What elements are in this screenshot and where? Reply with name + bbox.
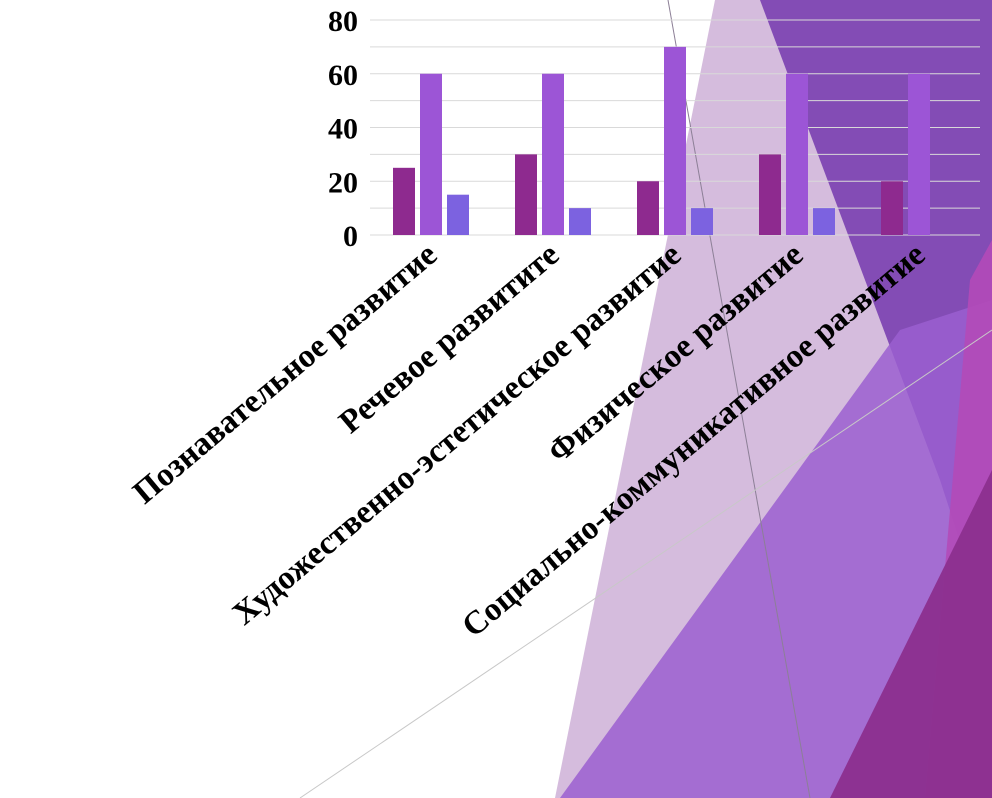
bar <box>515 154 537 235</box>
bar <box>420 73 442 235</box>
y-tick-label: 40 <box>328 113 358 146</box>
x-category-label: Художественно-эстетическое развитие <box>226 237 688 633</box>
bar <box>569 208 591 235</box>
bar <box>881 181 903 235</box>
background-line <box>667 0 811 798</box>
y-axis-tick-labels: 0 20 40 60 80 <box>328 5 358 253</box>
y-tick-label: 0 <box>343 220 358 253</box>
bars <box>393 46 930 235</box>
bar <box>908 73 930 235</box>
bar <box>691 208 713 235</box>
background-shape <box>830 470 992 798</box>
x-category-label: Речевое развитите <box>332 237 566 441</box>
bar <box>664 46 686 235</box>
bar <box>447 194 469 235</box>
background-shape <box>760 0 992 640</box>
y-tick-label: 80 <box>328 5 358 38</box>
bar <box>542 73 564 235</box>
bar <box>786 73 808 235</box>
bar <box>759 154 781 235</box>
y-tick-label: 20 <box>328 166 358 199</box>
bar <box>393 167 415 235</box>
bar <box>637 181 659 235</box>
y-tick-label: 60 <box>328 59 358 92</box>
x-category-label: Социально-коммуникативное развитие <box>456 237 933 645</box>
bar <box>813 208 835 235</box>
background-shape <box>560 300 992 798</box>
background-line <box>299 329 992 798</box>
